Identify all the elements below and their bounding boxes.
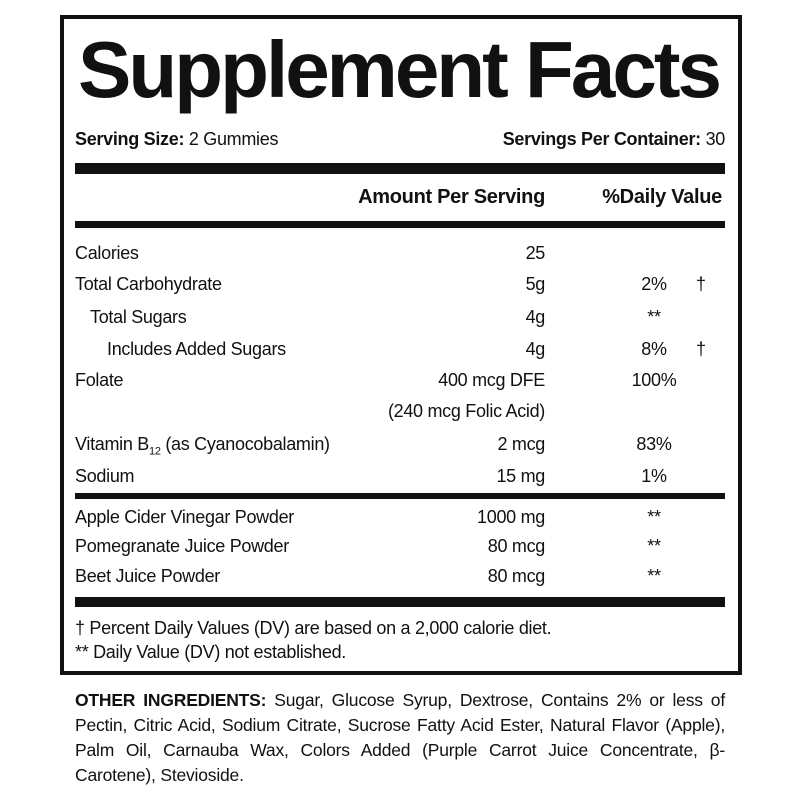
other-ingredients: OTHER INGREDIENTS: Sugar, Glucose Syrup,… — [75, 688, 725, 788]
nutrient-name: Vitamin B12 (as Cyanocobalamin) — [75, 433, 330, 463]
other-ingredients-text: Sugar, Glucose Syrup, Dextrose, Contains… — [75, 690, 726, 785]
nutrient-name: Total Sugars — [90, 307, 187, 327]
nutrient-name: Includes Added Sugars — [107, 339, 286, 359]
nutrient-amount: 4g — [525, 307, 546, 327]
daily-value-header: %Daily Value — [602, 186, 722, 208]
nutrient-amount: 25 — [525, 243, 546, 263]
nutrient-dv: 83% — [636, 434, 672, 454]
ingredient-dv: ** — [647, 566, 661, 586]
nutrient-name: Sodium — [75, 466, 135, 486]
nutrient-name-prefix: Vitamin B — [75, 434, 150, 454]
nutrient-dv: 2% — [641, 274, 667, 294]
servings-per-container-label: Servings Per Container: — [502, 129, 701, 149]
nutrient-amount: 2 mcg — [497, 434, 545, 454]
nutrient-dv: 100% — [631, 370, 677, 390]
ingredient-name: Apple Cider Vinegar Powder — [75, 507, 295, 527]
nutrient-name: Calories — [75, 243, 139, 263]
dagger-mark: † — [696, 339, 706, 359]
serving-size-value: 2 Gummies — [188, 129, 279, 149]
dagger-mark: † — [696, 274, 706, 294]
panel-title: Supplement Facts — [78, 25, 722, 114]
servings-per-container: Servings Per Container: 30 — [502, 128, 726, 150]
ingredient-dv: ** — [647, 536, 661, 556]
nutrient-amount: 400 mcg DFE — [438, 370, 545, 390]
footnote-not-established: ** Daily Value (DV) not established. — [75, 642, 347, 662]
other-ingredients-label: OTHER INGREDIENTS: — [75, 690, 267, 710]
divider-medium — [75, 493, 725, 499]
divider-thick — [75, 597, 725, 607]
nutrient-name-suffix: (as Cyanocobalamin) — [160, 434, 330, 454]
servings-per-container-value: 30 — [705, 129, 726, 149]
nutrient-dv: 8% — [641, 339, 667, 359]
nutrient-dv: 1% — [641, 466, 667, 486]
nutrient-amount-note: (240 mcg Folic Acid) — [387, 401, 545, 421]
nutrient-name: Folate — [75, 370, 124, 390]
supplement-facts-panel — [60, 15, 742, 675]
divider-thick — [75, 163, 725, 174]
ingredient-amount: 80 mcg — [487, 566, 546, 586]
divider-header — [75, 221, 725, 228]
nutrient-dv: ** — [647, 307, 661, 327]
ingredient-dv: ** — [647, 507, 661, 527]
nutrient-name: Total Carbohydrate — [75, 274, 222, 294]
ingredient-amount: 1000 mg — [477, 507, 545, 527]
ingredient-name: Beet Juice Powder — [75, 566, 220, 586]
serving-size-label: Serving Size: — [75, 129, 185, 149]
footnote-dagger: † Percent Daily Values (DV) are based on… — [75, 618, 552, 638]
amount-per-serving-header: Amount Per Serving — [358, 186, 545, 208]
serving-size: Serving Size: 2 Gummies — [75, 128, 278, 150]
ingredient-name: Pomegranate Juice Powder — [75, 536, 289, 556]
nutrient-row: Folate 400 mcg DFE (240 mcg Folic Acid) … — [0, 369, 800, 429]
nutrient-amount: 4g — [525, 339, 546, 359]
nutrient-amount: 15 mg — [496, 466, 545, 486]
nutrient-name-subscript: 12 — [149, 445, 161, 458]
ingredient-amount: 80 mcg — [487, 536, 546, 556]
nutrient-amount: 5g — [525, 274, 546, 294]
